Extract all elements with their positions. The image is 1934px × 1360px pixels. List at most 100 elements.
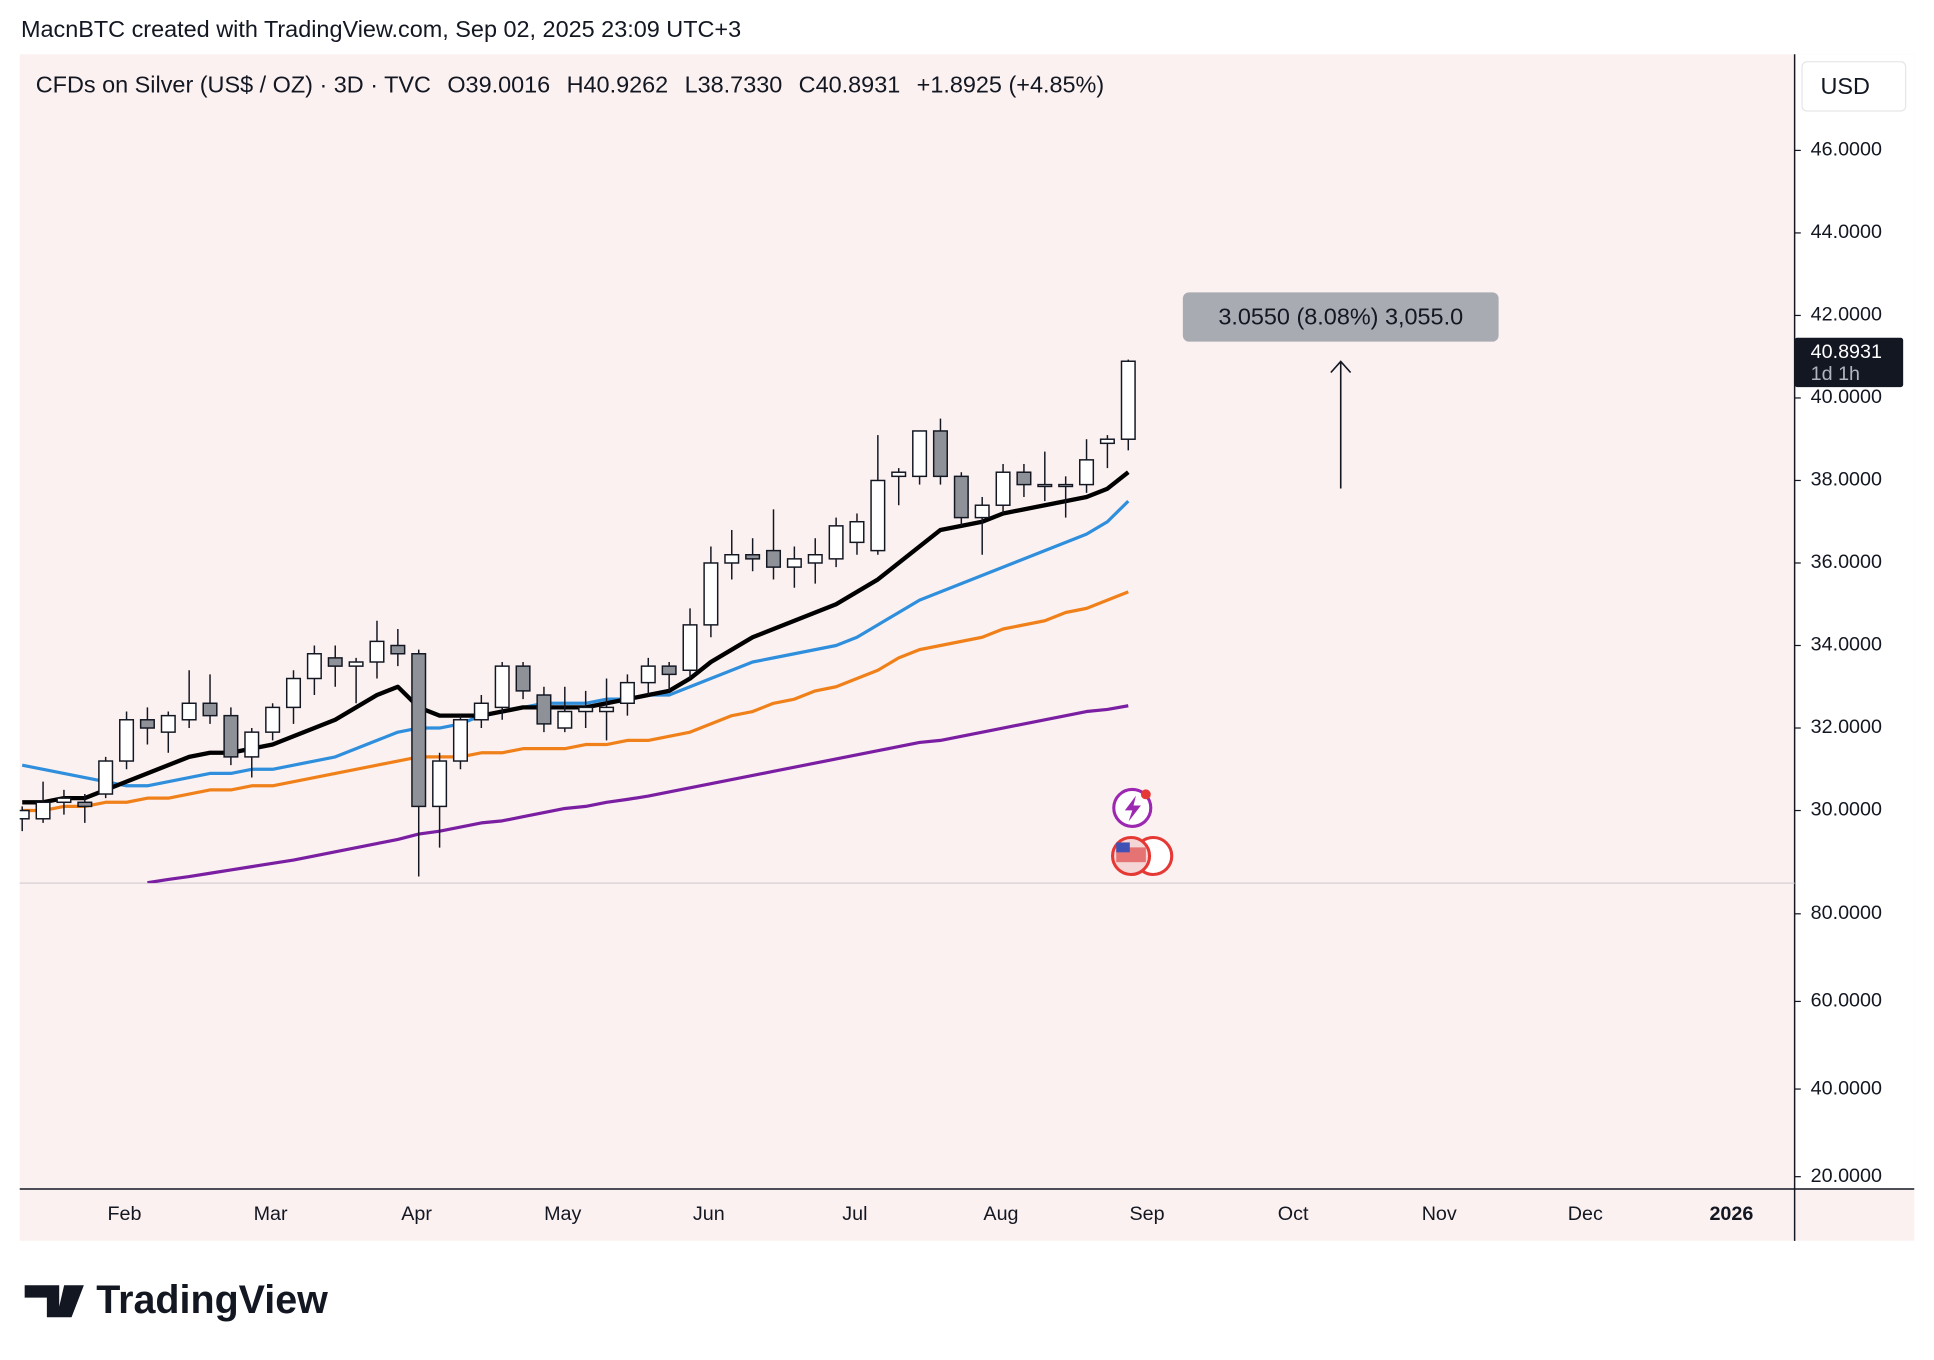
y-tick-label: 42.0000 — [1811, 304, 1882, 326]
price-axis-background — [1794, 54, 1915, 1190]
candle-body — [786, 558, 802, 568]
flag-canton — [1116, 842, 1130, 853]
legend: CFDs on Silver (US$ / OZ) · 3D · TVC O39… — [36, 72, 1104, 98]
x-tick-label: Oct — [1278, 1203, 1309, 1225]
candle-body — [953, 475, 969, 519]
candle-body — [432, 760, 448, 808]
chart-background — [19, 54, 1915, 1241]
candle-body — [265, 706, 281, 733]
candle-body — [494, 665, 510, 709]
ohlc-high: H40.9262 — [567, 72, 669, 98]
countdown: 1d 1h — [1811, 363, 1860, 385]
candle-body — [119, 719, 135, 762]
y-tick-label: 36.0000 — [1811, 551, 1882, 573]
candle-body — [473, 702, 489, 721]
candle-body — [1079, 459, 1095, 486]
y-tick-label: 30.0000 — [1811, 799, 1882, 821]
candle-body — [181, 702, 197, 721]
header: MacnBTC created with TradingView.com, Se… — [21, 16, 741, 42]
candle-body — [828, 525, 844, 560]
candle-body — [202, 702, 218, 717]
y-tick-label: 40.0000 — [1811, 1077, 1882, 1099]
x-tick-label: Apr — [401, 1203, 432, 1225]
candle-body — [682, 624, 698, 671]
x-tick-label: Jun — [693, 1203, 725, 1225]
measure-label: 3.0550 (8.08%) 3,055.0 — [1218, 303, 1463, 329]
candle-body — [411, 653, 427, 808]
candle-body — [870, 479, 886, 552]
candle-body — [348, 661, 364, 667]
moving-average-line — [22, 590, 1129, 813]
x-tick-label: Nov — [1422, 1203, 1457, 1225]
moving-average-line — [147, 704, 1129, 884]
candle-body — [557, 710, 573, 729]
candle-body — [390, 644, 406, 655]
moving-average-line — [22, 470, 1130, 805]
measure-label-box — [1182, 292, 1499, 342]
candle-body — [891, 471, 907, 478]
watermark: TradingView — [96, 1278, 328, 1322]
candle-body — [995, 471, 1011, 506]
candle-body — [77, 801, 93, 808]
x-tick-label: Dec — [1568, 1203, 1603, 1225]
candle-body — [35, 801, 51, 820]
candle-body — [536, 694, 552, 725]
candle-body — [19, 809, 30, 820]
y-tick-label: 32.0000 — [1811, 716, 1882, 738]
candle-body — [369, 640, 385, 663]
candle-body — [745, 553, 761, 560]
candle-body — [724, 553, 740, 564]
candle-body — [327, 657, 343, 667]
candle-body — [285, 677, 302, 709]
y-tick-label: 34.0000 — [1811, 634, 1882, 656]
symbol: CFDs on Silver (US$ / OZ) · 3D · TVC — [36, 72, 431, 98]
candle-body — [56, 797, 72, 804]
candle-body — [306, 653, 322, 680]
candle-body — [932, 430, 948, 478]
candle-body — [452, 719, 468, 762]
x-tick-label: 2026 — [1709, 1203, 1753, 1225]
candle-body — [223, 714, 239, 758]
currency[interactable]: USD — [1821, 73, 1870, 99]
y-tick-label: 38.0000 — [1811, 469, 1882, 491]
x-tick-label: Mar — [254, 1203, 288, 1225]
candle-body — [1058, 483, 1074, 488]
candle-body — [244, 731, 260, 758]
candle-body — [139, 719, 155, 729]
last-price: 40.8931 — [1811, 341, 1882, 363]
candle-body — [765, 549, 782, 568]
ohlc-close: C40.8931 — [799, 72, 901, 98]
measure-arrow-head — [1330, 360, 1352, 374]
x-tick-label: Sep — [1130, 1203, 1165, 1225]
currency-button[interactable] — [1801, 61, 1907, 112]
candle-body — [661, 665, 677, 676]
x-tick-label: Feb — [107, 1203, 141, 1225]
candle-body — [619, 681, 635, 705]
moving-average-line — [21, 499, 1130, 788]
y-tick-label: 60.0000 — [1811, 990, 1882, 1012]
y-tick-label: 80.0000 — [1811, 902, 1882, 924]
candle-body — [912, 430, 928, 478]
candle-body — [578, 706, 594, 713]
y-tick-label: 46.0000 — [1811, 139, 1882, 161]
candle-body — [1120, 360, 1136, 440]
candle-body — [807, 553, 823, 564]
candle-body — [1037, 483, 1053, 488]
candle-body — [1099, 438, 1115, 445]
y-tick-label: 20.0000 — [1811, 1165, 1882, 1187]
ohlc-open: O39.0016 — [447, 72, 550, 98]
candle-body — [1016, 471, 1032, 486]
plot — [19, 359, 1136, 884]
candle-body — [974, 504, 990, 519]
x-tick-label: Jul — [842, 1203, 867, 1225]
y-tick-label: 40.0000 — [1811, 386, 1882, 408]
candle-body — [703, 562, 719, 626]
candle-body — [98, 760, 114, 795]
change: +1.8925 (+4.85%) — [917, 72, 1105, 98]
ohlc-low: L38.7330 — [685, 72, 783, 98]
event-icon-bolt — [1124, 795, 1141, 822]
candle-body — [160, 714, 176, 733]
candle-body — [849, 520, 865, 544]
candle-body — [515, 665, 531, 692]
